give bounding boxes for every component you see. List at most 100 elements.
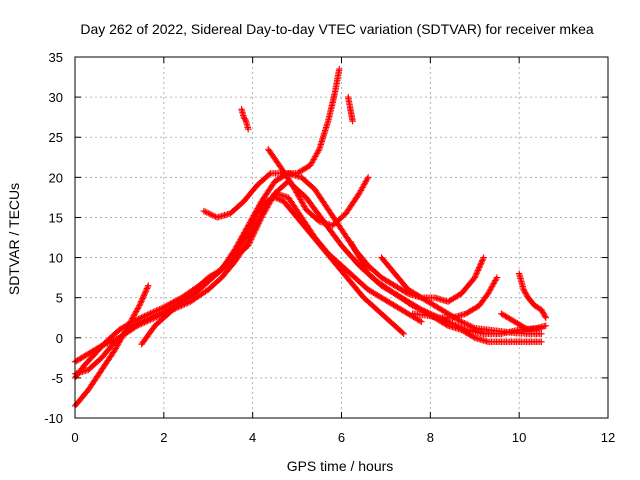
data-point	[542, 322, 550, 329]
data-point	[136, 302, 143, 309]
data-point	[464, 321, 471, 328]
data-point	[290, 183, 297, 190]
data-point	[297, 196, 304, 203]
data-point	[293, 189, 300, 196]
data-point	[112, 345, 119, 352]
data-point	[294, 190, 301, 198]
data-point	[255, 202, 263, 209]
data-point	[241, 229, 248, 236]
data-point	[538, 324, 545, 332]
data-point	[251, 210, 258, 218]
data-point	[243, 225, 250, 232]
data-point	[468, 323, 475, 330]
data-point	[101, 341, 108, 348]
data-point	[144, 317, 151, 325]
data-point	[203, 209, 210, 216]
data-point	[239, 232, 246, 239]
tick-labels: 0 2 4 6 8 10 12 -10 -5 0 5 10 15 20 25 30 35	[44, 50, 615, 445]
data-point	[111, 336, 119, 343]
data-point	[247, 232, 255, 239]
data-point	[294, 192, 302, 199]
series-arc-9	[378, 254, 487, 305]
data-point	[145, 317, 153, 324]
series-arc-14	[498, 310, 545, 333]
data-point	[456, 317, 464, 325]
data-point	[246, 219, 253, 226]
data-point	[477, 260, 485, 267]
data-point	[300, 201, 307, 209]
data-point	[470, 324, 477, 331]
data-point	[301, 203, 308, 210]
data-point	[416, 293, 424, 301]
series-arc-10	[409, 274, 501, 321]
data-point	[336, 65, 343, 73]
data-point	[256, 214, 263, 222]
y-tick-label: 5	[56, 291, 63, 306]
data-point	[242, 116, 249, 124]
data-point	[141, 291, 148, 298]
data-point	[249, 229, 256, 236]
data-point	[298, 199, 306, 206]
data-marks	[71, 65, 550, 410]
data-point	[156, 312, 163, 319]
data-point	[233, 243, 240, 250]
y-axis-label: SDTVAR / TECUs	[6, 183, 22, 295]
data-point	[209, 212, 216, 219]
data-point	[248, 215, 256, 222]
data-point	[480, 254, 487, 261]
data-point	[210, 212, 218, 220]
data-point	[475, 264, 483, 271]
data-point	[147, 316, 154, 323]
data-point	[479, 255, 487, 263]
data-point	[144, 283, 151, 291]
data-point	[461, 319, 468, 327]
data-point	[474, 268, 481, 276]
data-point	[470, 333, 477, 341]
data-point	[244, 223, 251, 231]
data-point	[462, 320, 470, 328]
axes	[74, 56, 609, 419]
data-point	[254, 217, 262, 225]
data-point	[153, 313, 160, 321]
data-point	[138, 320, 145, 327]
data-point	[148, 315, 156, 323]
data-point	[242, 226, 250, 233]
data-point	[208, 211, 215, 218]
data-point	[299, 200, 307, 207]
data-point	[113, 343, 120, 351]
data-point	[256, 213, 264, 220]
data-point	[136, 321, 144, 328]
data-point	[139, 319, 147, 327]
data-point	[237, 235, 245, 242]
y-tick-label: 10	[49, 251, 63, 266]
data-point	[150, 315, 157, 322]
data-point	[459, 319, 467, 326]
data-point	[241, 227, 249, 235]
data-point	[110, 337, 117, 344]
data-point	[250, 212, 257, 219]
data-point	[252, 222, 260, 229]
data-point	[250, 226, 258, 233]
data-point	[236, 237, 243, 245]
data-point	[231, 246, 239, 253]
y-tick-label: 35	[49, 50, 63, 65]
data-point	[232, 244, 239, 252]
data-point	[443, 321, 450, 329]
x-tick-label: 4	[249, 430, 256, 445]
data-point	[234, 240, 242, 248]
data-point	[266, 171, 273, 178]
data-point	[538, 330, 545, 337]
data-point	[139, 295, 146, 302]
data-point	[492, 275, 500, 283]
data-point	[145, 282, 152, 289]
data-point	[104, 339, 111, 347]
data-point	[296, 194, 303, 202]
data-point	[416, 317, 424, 325]
y-tick-label: -5	[51, 371, 63, 386]
series-arc-13	[515, 270, 550, 321]
data-point	[142, 288, 149, 295]
data-point	[295, 193, 303, 200]
series-arc-11	[238, 105, 252, 133]
data-point	[252, 208, 260, 215]
data-point	[97, 343, 104, 350]
